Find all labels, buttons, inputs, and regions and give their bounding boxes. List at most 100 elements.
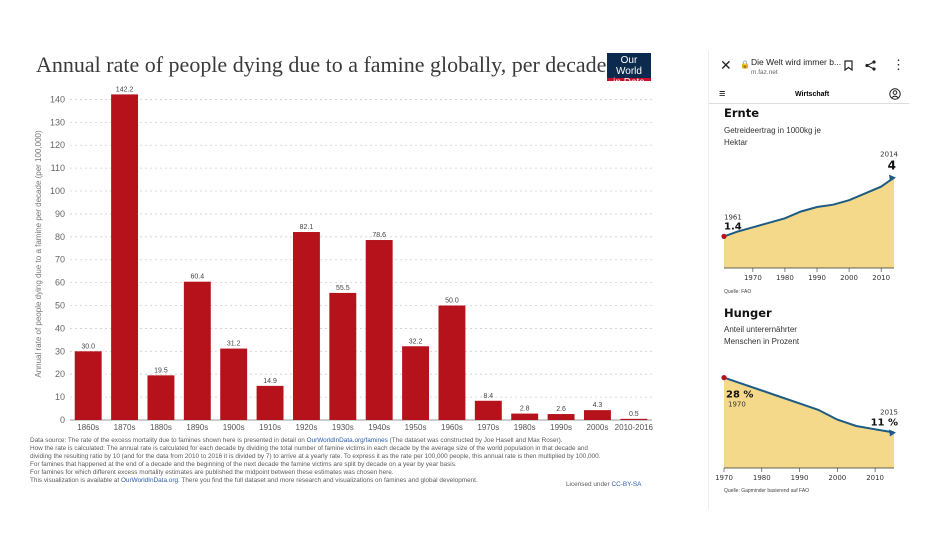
data-label: 30.0	[81, 343, 95, 350]
hunger-x-tick-label: 1990	[791, 474, 809, 482]
hunger-x-tick-label: 2000	[828, 474, 846, 482]
hunger-subtitle: Anteil unterernährter Menschen in Prozen…	[724, 325, 800, 346]
data-label: 82.1	[300, 224, 314, 231]
footer-text: Data source: The rate of the excess mort…	[30, 437, 307, 444]
x-tick-label: 1970s	[477, 423, 499, 432]
data-label: 60.4	[191, 274, 205, 281]
page-title[interactable]: Die Welt wird immer b...	[751, 57, 842, 67]
hamburger-menu-icon[interactable]: ≡	[719, 88, 726, 100]
footer-text: For famines that happened at the end of …	[30, 461, 457, 468]
ernte-start-year: 1961	[724, 213, 742, 221]
section-name: Wirtschaft	[795, 91, 830, 98]
bar	[329, 292, 357, 420]
y-tick-label: 0	[60, 415, 65, 425]
owid-logo[interactable]: Our World in Data	[607, 53, 651, 88]
bar	[292, 232, 320, 420]
bar	[620, 418, 648, 420]
data-label: 19.5	[154, 367, 168, 374]
bar	[147, 375, 175, 420]
ernte-line	[723, 176, 895, 238]
footer-text: . There you find the full dataset and mo…	[178, 477, 478, 484]
url-host[interactable]: m.faz.net	[751, 69, 778, 76]
hunger-end-year: 2015	[880, 408, 898, 416]
x-tick-label: 1910s	[259, 423, 281, 432]
owid-link[interactable]: OurWorldInData.org	[120, 477, 179, 484]
ernte-end-value: 4	[888, 159, 896, 173]
logo-line-2: in Data	[613, 77, 645, 88]
bookmark-icon[interactable]	[844, 60, 853, 71]
ernte-start-value: 1.4	[724, 221, 742, 232]
ernte-x-tick-label: 2010	[872, 274, 890, 282]
ernte-end-year: 2014	[880, 151, 898, 159]
app-bar: ≡ Wirtschaft	[709, 87, 909, 104]
famines-link[interactable]: OurWorldInData.org/famines	[306, 437, 388, 444]
y-tick-label: 10	[55, 392, 65, 402]
y-tick-label: 40	[55, 323, 65, 333]
license-link[interactable]: CC-BY-SA	[611, 481, 642, 488]
hunger-line	[723, 376, 895, 434]
data-label: 55.5	[336, 285, 350, 292]
chart-footer: Data source: The rate of the excess mort…	[30, 437, 660, 485]
x-tick-label: 1900s	[223, 423, 245, 432]
x-tick-label: 1940s	[368, 423, 390, 432]
ernte-source: Quelle: FAO	[724, 289, 752, 295]
x-tick-label: 1950s	[405, 423, 427, 432]
y-axis-label: Annual rate of people dying due to a fam…	[34, 130, 43, 378]
bar	[111, 94, 139, 420]
logo-line-1: Our World	[616, 55, 642, 77]
y-tick-label: 60	[55, 278, 65, 288]
x-tick-label: 1920s	[296, 423, 318, 432]
bar	[547, 414, 575, 420]
chart-title: Annual rate of people dying due to a fam…	[36, 52, 607, 77]
y-tick-label: 20	[55, 369, 65, 379]
lock-icon: 🔒	[740, 60, 750, 69]
hunger-end-value: 11 %	[871, 417, 898, 428]
phone-screenshot: ✕ 🔒 Die Welt wird immer b... m.faz.net ⋮…	[708, 50, 909, 510]
ernte-x-tick-label: 1970	[744, 274, 762, 282]
bar	[74, 351, 102, 420]
x-tick-label: 1980s	[514, 423, 536, 432]
y-tick-label: 140	[50, 94, 65, 104]
hunger-x-tick-label: 1970	[715, 474, 733, 482]
data-label: 0.5	[629, 411, 639, 418]
ernte-end-arrow	[889, 174, 896, 182]
x-tick-label: 1860s	[77, 423, 99, 432]
more-vert-icon[interactable]: ⋮	[892, 57, 905, 72]
x-tick-label: 1930s	[332, 423, 354, 432]
x-tick-label: 1890s	[186, 423, 208, 432]
ernte-start-point	[721, 233, 727, 239]
data-label: 2.8	[520, 406, 530, 413]
data-label: 4.3	[593, 402, 603, 409]
bar	[220, 348, 248, 420]
close-icon[interactable]: ✕	[720, 57, 732, 73]
bar	[183, 281, 211, 420]
bar	[438, 305, 466, 420]
hunger-title: Hunger	[724, 306, 772, 320]
x-tick-label: 1880s	[150, 423, 172, 432]
data-label: 2.6	[556, 406, 566, 413]
ernte-x-tick-label: 2000	[840, 274, 858, 282]
bar	[474, 400, 502, 420]
share-icon[interactable]	[865, 60, 876, 71]
x-tick-label: 1990s	[550, 423, 572, 432]
bar	[402, 346, 430, 420]
hunger-area	[724, 377, 894, 468]
footer-text: (The dataset was constructed by Joe Hase…	[387, 437, 563, 444]
x-tick-label: 1870s	[114, 423, 136, 432]
hunger-x-tick-label: 1980	[753, 474, 771, 482]
bar	[511, 413, 539, 420]
user-icon[interactable]	[889, 88, 901, 100]
data-label: 78.6	[372, 232, 386, 239]
y-tick-label: 130	[50, 117, 65, 127]
hunger-x-tick-label: 2010	[866, 474, 884, 482]
hunger-start-value: 28 %	[726, 390, 753, 401]
hunger-end-arrow	[889, 429, 896, 437]
bar	[256, 385, 284, 420]
ernte-x-tick-label: 1980	[776, 274, 794, 282]
hunger-start-year: 1970	[728, 401, 746, 409]
x-tick-label: 1960s	[441, 423, 463, 432]
footer-text: For famines for which different excess m…	[30, 469, 394, 476]
y-tick-label: 120	[50, 140, 65, 150]
x-tick-label: 2010-2016	[615, 423, 654, 432]
